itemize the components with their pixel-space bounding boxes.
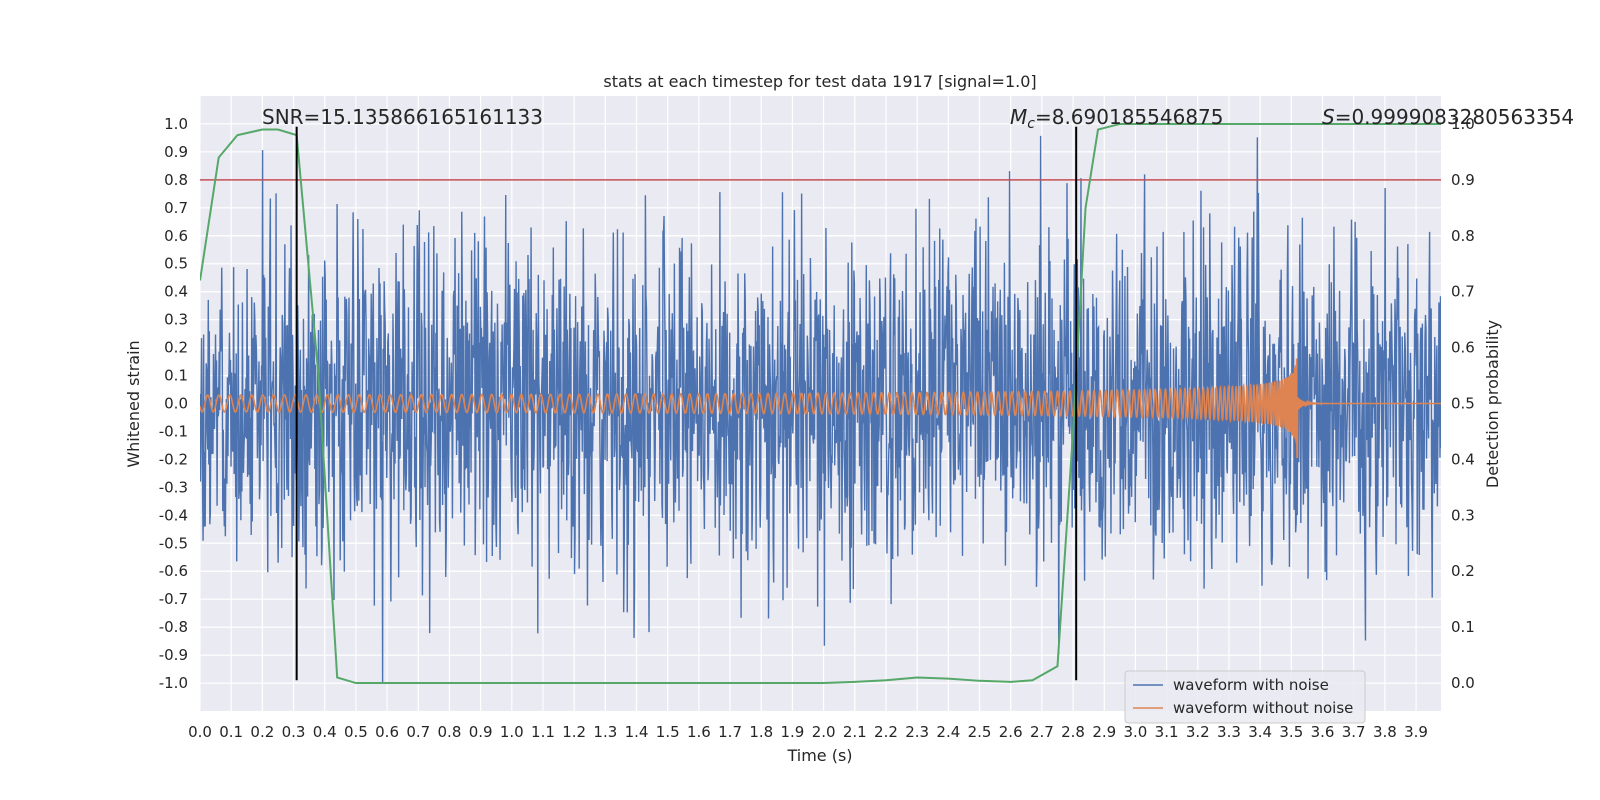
y-tick-label-left: 0.0 <box>164 395 188 413</box>
x-tick-label: 1.7 <box>718 723 742 741</box>
x-tick-label: 2.9 <box>1092 723 1116 741</box>
y-tick-label-left: 0.7 <box>164 199 188 217</box>
y-tick-label-left: -0.4 <box>159 506 188 524</box>
overlay-layer <box>295 126 1078 681</box>
x-tick-label: 2.6 <box>999 723 1023 741</box>
x-tick-label: 1.6 <box>687 723 711 741</box>
y-tick-label-left: -0.9 <box>159 646 188 664</box>
x-tick-label: 3.5 <box>1279 723 1303 741</box>
mc-value: =8.690185546875 <box>1035 105 1224 129</box>
x-tick-label: 1.4 <box>625 723 649 741</box>
y-tick-label-left: 0.6 <box>164 227 188 245</box>
mc-annotation: Mc=8.690185546875 <box>1010 105 1224 132</box>
x-tick-label: 1.0 <box>500 723 524 741</box>
x-tick-label: 1.3 <box>593 723 617 741</box>
x-tick-label: 3.2 <box>1186 723 1210 741</box>
x-tick-label: 0.5 <box>344 723 368 741</box>
x-tick-label: 3.7 <box>1342 723 1366 741</box>
x-tick-label: 0.6 <box>375 723 399 741</box>
y-tick-label-right: 0.5 <box>1451 395 1475 413</box>
x-tick-label: 0.3 <box>282 723 306 741</box>
x-tick-label: 3.0 <box>1123 723 1147 741</box>
legend-label-noise: waveform with noise <box>1173 676 1329 694</box>
y-tick-label-right: 0.6 <box>1451 339 1475 357</box>
x-tick-label: 3.4 <box>1248 723 1272 741</box>
x-tick-label: 2.4 <box>936 723 960 741</box>
x-tick-label: 1.5 <box>656 723 680 741</box>
y-tick-label-left: -1.0 <box>159 674 188 692</box>
y-tick-label-left: -0.2 <box>159 450 188 468</box>
y-tick-label-right: 0.8 <box>1451 227 1475 245</box>
x-tick-label: 1.1 <box>531 723 555 741</box>
s-annotation: S=0.9999083280563354 <box>1322 105 1574 129</box>
x-tick-label: 2.2 <box>874 723 898 741</box>
y-tick-label-left: -0.7 <box>159 590 188 608</box>
x-tick-label: 0.9 <box>469 723 493 741</box>
y-tick-label-left: -0.3 <box>159 478 188 496</box>
y-tick-label-left: 0.1 <box>164 367 188 385</box>
series-detection-probability <box>200 122 1441 685</box>
x-tick-label: 0.1 <box>219 723 243 741</box>
x-tick-label: 0.7 <box>406 723 430 741</box>
series-layer <box>200 122 1441 685</box>
x-axis-label: Time (s) <box>786 746 852 765</box>
y-tick-label-left: 0.8 <box>164 171 188 189</box>
y-tick-label-left: 1.0 <box>164 115 188 133</box>
series-waveform-with-noise <box>200 135 1441 683</box>
y-tick-label-right: 1.0 <box>1451 115 1475 133</box>
x-tick-label: 2.0 <box>812 723 836 741</box>
x-tick-label: 2.5 <box>968 723 992 741</box>
x-tick-label: 2.7 <box>1030 723 1054 741</box>
x-tick-label: 2.3 <box>905 723 929 741</box>
x-tick-label: 0.0 <box>188 723 212 741</box>
s-symbol: S <box>1322 105 1335 129</box>
x-tick-label: 1.2 <box>562 723 586 741</box>
legend-label-clean: waveform without noise <box>1173 699 1353 717</box>
x-tick-label: 3.9 <box>1404 723 1428 741</box>
x-tick-label: 2.1 <box>843 723 867 741</box>
x-tick-label: 0.2 <box>250 723 274 741</box>
y-tick-label-right: 0.1 <box>1451 618 1475 636</box>
y-tick-label-left: -0.6 <box>159 562 188 580</box>
y-tick-label-right: 0.2 <box>1451 562 1475 580</box>
y-tick-label-left: 0.5 <box>164 255 188 273</box>
snr-annotation: SNR=15.135866165161133 <box>262 105 543 129</box>
x-tick-label: 1.9 <box>781 723 805 741</box>
legend: waveform with noise waveform without noi… <box>1124 670 1366 724</box>
x-tick-label: 1.8 <box>749 723 773 741</box>
x-tick-label: 3.6 <box>1311 723 1335 741</box>
y-tick-label-left: -0.5 <box>159 534 188 552</box>
x-tick-label: 3.3 <box>1217 723 1241 741</box>
y-tick-label-right: 0.7 <box>1451 283 1475 301</box>
x-tick-label: 2.8 <box>1061 723 1085 741</box>
mc-symbol: M <box>1010 105 1027 129</box>
x-tick-label: 0.4 <box>313 723 337 741</box>
y-tick-label-left: 0.2 <box>164 339 188 357</box>
y-tick-label-left: 0.3 <box>164 311 188 329</box>
y-tick-label-right: 0.4 <box>1451 450 1475 468</box>
x-tick-label: 0.8 <box>438 723 462 741</box>
x-tick-label: 3.8 <box>1373 723 1397 741</box>
chart-title: stats at each timestep for test data 191… <box>603 72 1036 91</box>
y-axis-label-right: Detection probability <box>1483 320 1502 488</box>
legend-box <box>1124 670 1366 724</box>
y-tick-label-right: 0.0 <box>1451 674 1475 692</box>
series-waveform-without-noise <box>200 358 1441 459</box>
tick-layer: 0.0 0.1 0.2 0.3 0.4 0.5 0.6 0.7 0.8 0.9 1.0 1.1 1.2 1… <box>159 115 1475 741</box>
x-tick-label: 3.1 <box>1155 723 1179 741</box>
y-tick-label-right: 0.9 <box>1451 171 1475 189</box>
s-value: =0.9999083280563354 <box>1335 105 1574 129</box>
y-tick-label-left: 0.4 <box>164 283 188 301</box>
mc-subscript: c <box>1027 116 1035 132</box>
y-axis-label-left: Whitened strain <box>124 340 143 467</box>
y-tick-label-left: -0.8 <box>159 618 188 636</box>
y-tick-label-left: -0.1 <box>159 422 188 440</box>
y-tick-label-right: 0.3 <box>1451 506 1475 524</box>
y-tick-label-left: 0.9 <box>164 143 188 161</box>
